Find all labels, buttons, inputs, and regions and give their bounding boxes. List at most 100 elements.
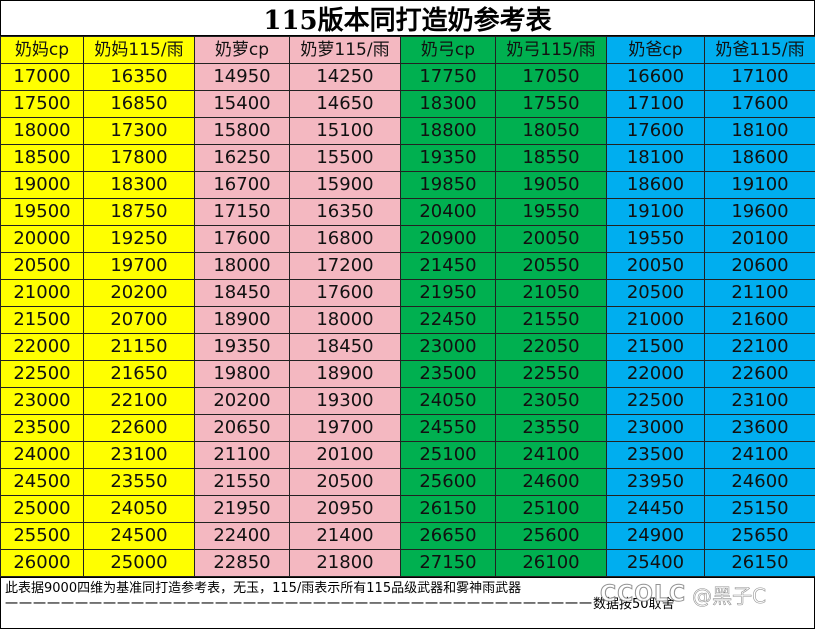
table-cell: 18900: [289, 360, 401, 388]
table-cell: 21050: [495, 279, 607, 307]
table-cell: 19000: [0, 171, 84, 199]
table-cell: 17600: [194, 225, 290, 253]
table-cell: 19050: [495, 171, 607, 199]
table-cell: 25500: [0, 522, 84, 550]
table-cell: 22000: [606, 360, 705, 388]
table-cell: 24500: [0, 468, 84, 496]
table-cell: 22050: [495, 333, 607, 361]
table-cell: 19850: [400, 171, 496, 199]
table-cell: 17300: [83, 117, 195, 145]
table-cell: 19250: [83, 225, 195, 253]
column-header: 奶爸115/雨: [704, 36, 815, 64]
table-cell: 22500: [0, 360, 84, 388]
table-cell: 19100: [704, 171, 815, 199]
table-cell: 23000: [0, 387, 84, 415]
table-cell: 17750: [400, 63, 496, 91]
table-cell: 20050: [606, 252, 705, 280]
table-cell: 23100: [83, 441, 195, 469]
column-header: 奶妈115/雨: [83, 36, 195, 64]
table-cell: 16350: [289, 198, 401, 226]
table-cell: 21650: [83, 360, 195, 388]
table-row: 26000 25000 22850 21800 27150 26100 25400 26150: [0, 549, 815, 577]
table-cell: 25600: [400, 468, 496, 496]
table-cell: 18300: [400, 90, 496, 118]
table-cell: 24600: [704, 468, 815, 496]
table-cell: 19600: [704, 198, 815, 226]
table-cell: 22500: [606, 387, 705, 415]
table-cell: 18100: [606, 144, 705, 172]
table-cell: 20900: [400, 225, 496, 253]
table-cell: 27150: [400, 549, 496, 577]
table-cell: 23550: [83, 468, 195, 496]
table-cell: 17550: [495, 90, 607, 118]
table-cell: 18000: [194, 252, 290, 280]
table-cell: 23500: [400, 360, 496, 388]
table-cell: 21600: [704, 306, 815, 334]
table-cell: 21000: [606, 306, 705, 334]
table-cell: 25000: [83, 549, 195, 577]
column-header: 奶弓115/雨: [495, 36, 607, 64]
table-cell: 23000: [400, 333, 496, 361]
table-header-row: 奶妈cp 奶妈115/雨 奶萝cp 奶萝115/雨 奶弓cp 奶弓115/雨 奶爸cp 奶爸1…: [0, 36, 815, 64]
table-cell: 18600: [606, 171, 705, 199]
table-cell: 17100: [606, 90, 705, 118]
table-row: 22000 21150 19350 18450 23000 22050 21500 22100: [0, 333, 815, 361]
table-cell: 19350: [400, 144, 496, 172]
table-cell: 24100: [495, 441, 607, 469]
table-cell: 21800: [289, 549, 401, 577]
table-cell: 19100: [606, 198, 705, 226]
table-cell: 21550: [194, 468, 290, 496]
table-cell: 20100: [289, 441, 401, 469]
table-cell: 24000: [0, 441, 84, 469]
table-cell: 26150: [704, 549, 815, 577]
table-cell: 23500: [0, 414, 84, 442]
table-row: 23000 22100 20200 19300 24050 23050 22500 23100: [0, 387, 815, 415]
footer-note-box: 此表据9000四维为基准同打造参考表，无玉，115/雨表示所有115品级武器和雾…: [0, 577, 815, 629]
table-cell: 15400: [194, 90, 290, 118]
table-cell: 21000: [0, 279, 84, 307]
table-row: 20500 19700 18000 17200 21450 20550 20050 20600: [0, 252, 815, 280]
table-cell: 23000: [606, 414, 705, 442]
table-cell: 16850: [83, 90, 195, 118]
table-row: 22500 21650 19800 18900 23500 22550 22000 22600: [0, 360, 815, 388]
table-cell: 15500: [289, 144, 401, 172]
table-cell: 20600: [704, 252, 815, 280]
table-cell: 22000: [0, 333, 84, 361]
table-cell: 25600: [495, 522, 607, 550]
table-row: 21500 20700 18900 18000 22450 21550 21000 21600: [0, 306, 815, 334]
footer-line-2: 一一一一一一一一一一一一一一一一一一一一一一一一一一一一一一一一一一一一一一一一…: [5, 597, 810, 613]
footer-dashes: 一一一一一一一一一一一一一一一一一一一一一一一一一一一一一一一一一一一一一一一一…: [5, 597, 594, 612]
sheet-title: 115版本同打造奶参考表: [0, 0, 815, 36]
table-cell: 14650: [289, 90, 401, 118]
table-cell: 25000: [0, 495, 84, 523]
table-cell: 17150: [194, 198, 290, 226]
table-cell: 17000: [0, 63, 84, 91]
table-cell: 19300: [289, 387, 401, 415]
table-cell: 21100: [704, 279, 815, 307]
table-row: 18500 17800 16250 15500 19350 18550 18100 18600: [0, 144, 815, 172]
footer-note: 此表据9000四维为基准同打造参考表，无玉，115/雨表示所有115品级武器和雾…: [5, 581, 522, 596]
table-row: 19000 18300 16700 15900 19850 19050 18600 19100: [0, 171, 815, 199]
table-cell: 25100: [495, 495, 607, 523]
table-cell: 14950: [194, 63, 290, 91]
table-cell: 20700: [83, 306, 195, 334]
footer-rounding-note: 数据按50取舍: [593, 597, 675, 612]
table-cell: 22600: [83, 414, 195, 442]
table-cell: 20500: [289, 468, 401, 496]
table-cell: 18100: [704, 117, 815, 145]
table-cell: 19350: [194, 333, 290, 361]
table-cell: 18800: [400, 117, 496, 145]
column-header: 奶妈cp: [0, 36, 84, 64]
table-cell: 19550: [495, 198, 607, 226]
table-cell: 17600: [289, 279, 401, 307]
table-cell: 25150: [704, 495, 815, 523]
table-cell: 21400: [289, 522, 401, 550]
table-cell: 15800: [194, 117, 290, 145]
table-cell: 18450: [289, 333, 401, 361]
table-cell: 20100: [704, 225, 815, 253]
table-cell: 18450: [194, 279, 290, 307]
table-cell: 22550: [495, 360, 607, 388]
table-cell: 20200: [194, 387, 290, 415]
table-cell: 20650: [194, 414, 290, 442]
table-cell: 20950: [289, 495, 401, 523]
